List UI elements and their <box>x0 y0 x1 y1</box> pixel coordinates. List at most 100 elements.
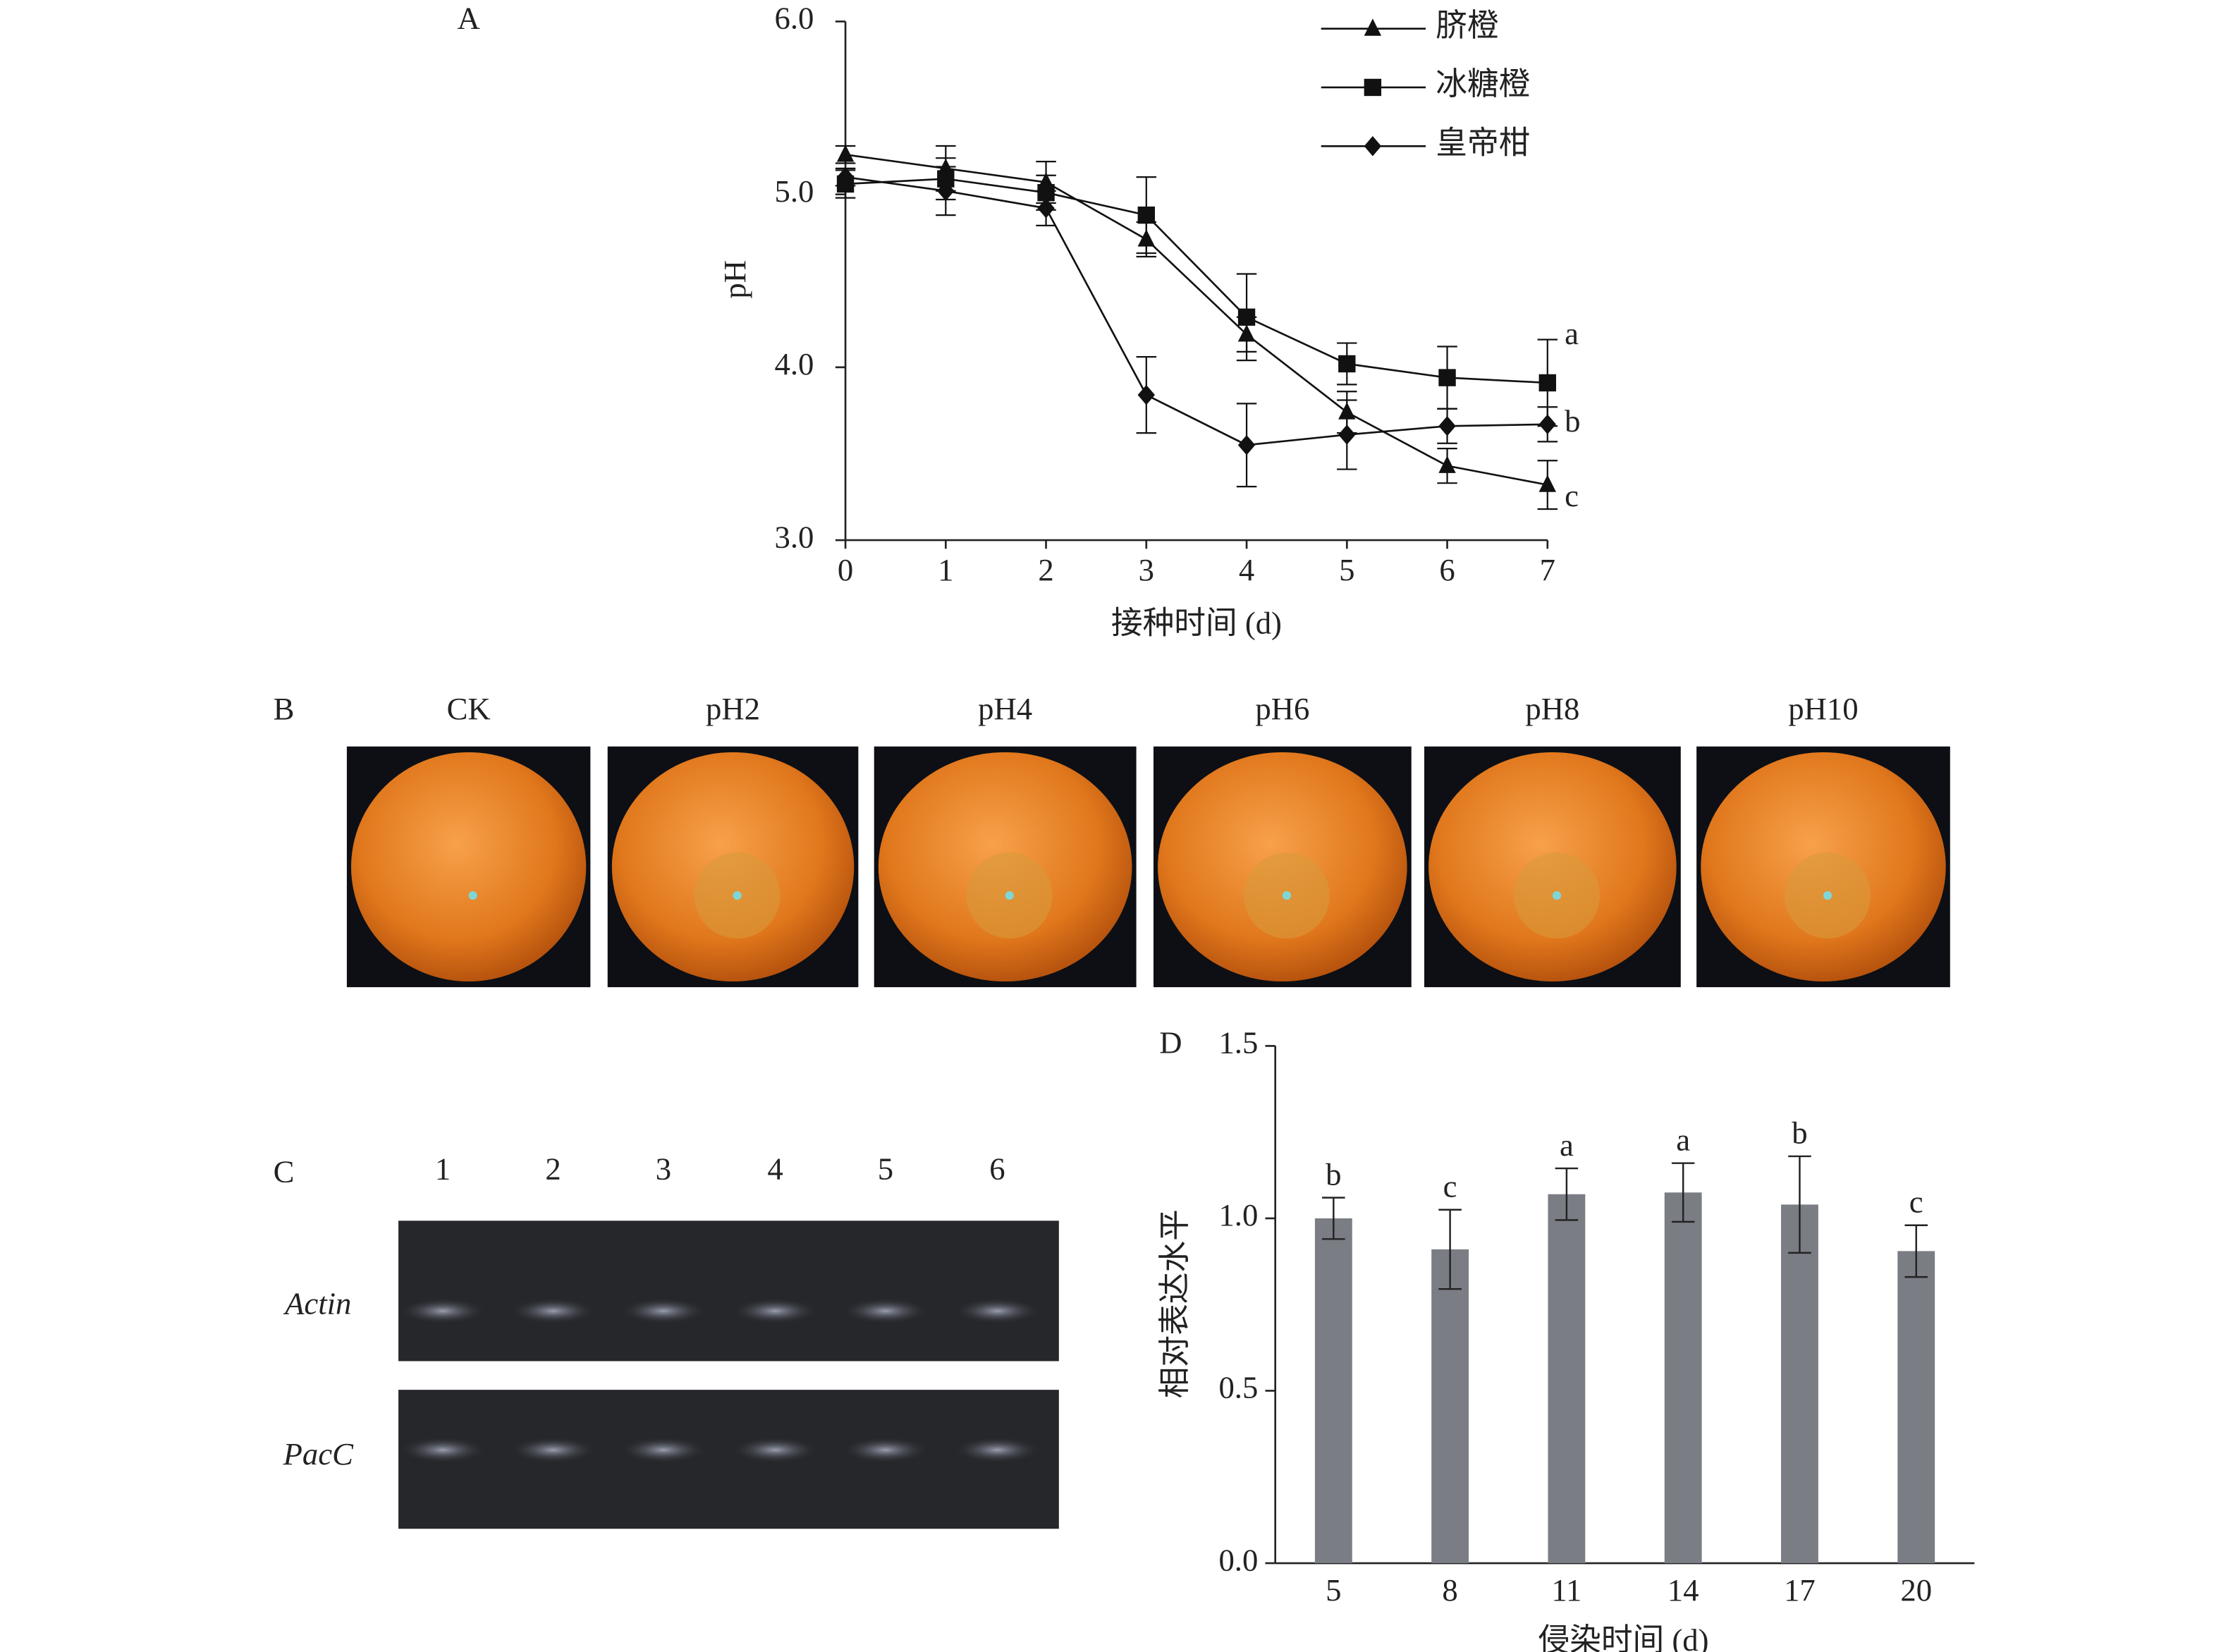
error-bar <box>1904 1224 1928 1278</box>
y-tick-label: 3.0 <box>774 519 814 554</box>
x-tick-label: 4 <box>1239 552 1254 587</box>
panel-label: D <box>1159 1025 1182 1060</box>
marker <box>1364 78 1382 97</box>
significance-letter: b <box>1792 1115 1807 1151</box>
gel-band <box>400 1437 487 1463</box>
y-tick-label: 0.0 <box>1218 1542 1258 1577</box>
photo-label: pH4 <box>978 691 1032 726</box>
inoculation-point <box>1552 891 1562 900</box>
marker <box>836 145 855 162</box>
panel-label: C <box>274 1154 295 1189</box>
x-axis-label: 接种时间 (d) <box>1111 605 1282 640</box>
bar <box>1548 1194 1586 1564</box>
gel-band <box>842 1437 929 1463</box>
marker <box>1364 136 1382 157</box>
row-label: PacC <box>283 1436 354 1471</box>
legend-label: 皇帝柑 <box>1436 126 1530 161</box>
legend-label: 脐橙 <box>1436 8 1498 43</box>
marker <box>1438 455 1456 473</box>
inoculation-point <box>1005 891 1014 900</box>
bar <box>1314 1218 1352 1564</box>
significance-letter: b <box>1326 1156 1341 1192</box>
lane-label: 2 <box>545 1151 561 1187</box>
x-tick-label: 5 <box>1339 552 1354 587</box>
error-bar <box>1671 1162 1695 1223</box>
x-tick-label: 6 <box>1439 552 1455 587</box>
marker <box>1538 374 1556 392</box>
x-tick-label: 0 <box>838 552 853 587</box>
photo-label: pH6 <box>1255 691 1309 726</box>
gel-band <box>842 1298 929 1324</box>
lane-label: 6 <box>989 1151 1005 1187</box>
lane-label: 3 <box>656 1151 671 1187</box>
marker <box>1438 416 1456 436</box>
significance-letter: a <box>1565 316 1579 351</box>
lane-label: 1 <box>435 1151 451 1187</box>
series-line <box>845 178 1548 384</box>
panel-label: A <box>457 1 479 36</box>
bar <box>1664 1192 1702 1564</box>
panel-label: B <box>274 691 295 726</box>
gel-band <box>732 1298 819 1324</box>
error-bar <box>1438 1209 1462 1290</box>
photo-label: pH10 <box>1788 691 1858 726</box>
marker <box>1364 18 1382 36</box>
y-tick-label: 1.5 <box>1218 1025 1258 1060</box>
series-line <box>845 153 1548 486</box>
gel-band <box>620 1437 706 1463</box>
marker <box>1338 424 1356 445</box>
y-tick-label: 5.0 <box>774 173 814 209</box>
inoculation-point <box>1282 891 1292 900</box>
gel-band <box>954 1298 1041 1324</box>
bar <box>1431 1249 1469 1564</box>
y-tick-label: 6.0 <box>774 1 814 36</box>
marker <box>1538 414 1556 435</box>
inoculation-point <box>733 891 742 900</box>
x-tick-label: 5 <box>1326 1572 1341 1608</box>
gel-band <box>510 1298 596 1324</box>
gel-band <box>620 1298 706 1324</box>
legend-label: 冰糖橙 <box>1436 66 1530 102</box>
bar <box>1781 1204 1818 1564</box>
marker <box>1037 198 1055 219</box>
x-tick-label: 3 <box>1139 552 1154 587</box>
row-label: Actin <box>283 1286 351 1321</box>
photo-label: pH2 <box>706 691 760 726</box>
marker <box>1137 384 1155 405</box>
x-tick-label: 14 <box>1668 1572 1699 1608</box>
gel-band <box>400 1298 487 1324</box>
error-bar <box>1788 1155 1811 1254</box>
significance-letter: a <box>1560 1127 1574 1163</box>
x-tick-label: 11 <box>1551 1572 1581 1608</box>
y-axis-label: pH <box>717 260 752 299</box>
significance-letter: b <box>1565 403 1580 439</box>
gel-band <box>954 1437 1041 1463</box>
lane-label: 4 <box>767 1151 783 1187</box>
gel <box>398 1220 1059 1362</box>
error-bar <box>1322 1197 1345 1240</box>
y-tick-label: 0.5 <box>1218 1370 1258 1405</box>
significance-letter: c <box>1565 478 1579 513</box>
x-tick-label: 8 <box>1442 1572 1457 1608</box>
photo-label: pH8 <box>1525 691 1579 726</box>
marker <box>1237 435 1256 455</box>
photo-label: CK <box>447 691 491 726</box>
inoculation-point <box>1823 891 1833 900</box>
x-tick-label: 7 <box>1540 552 1555 587</box>
marker <box>1538 475 1556 492</box>
x-tick-label: 1 <box>938 552 953 587</box>
y-tick-label: 4.0 <box>774 346 814 381</box>
gel-band <box>510 1437 596 1463</box>
marker <box>1338 355 1356 373</box>
gel-band <box>732 1437 819 1463</box>
x-tick-label: 20 <box>1900 1572 1932 1608</box>
significance-letter: c <box>1443 1169 1457 1204</box>
marker <box>1237 308 1256 326</box>
marker <box>836 166 855 188</box>
gel <box>398 1390 1059 1529</box>
x-axis-label: 侵染时间 (d) <box>1538 1622 1708 1652</box>
series-line <box>845 176 1548 446</box>
marker <box>1137 206 1155 224</box>
error-bar <box>1555 1167 1579 1221</box>
